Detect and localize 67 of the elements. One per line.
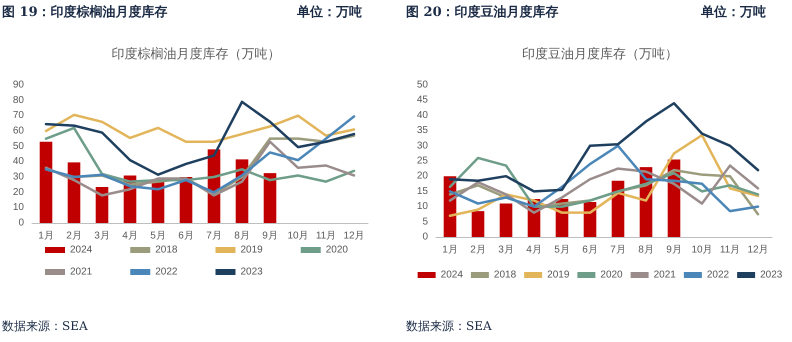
source-note: 数据来源：SEA: [406, 318, 492, 335]
text: 单位：万吨: [297, 4, 362, 21]
x-tick-label: 4月: [526, 244, 542, 256]
y-tick-label: 20: [416, 170, 428, 182]
legend-label: 2020: [326, 244, 348, 256]
y-tick-label: 40: [12, 156, 24, 168]
y-tick-label: 20: [12, 186, 24, 198]
y-tick-label: 25: [416, 156, 428, 166]
x-tick-label: 5月: [150, 230, 166, 242]
legend-label: 2024: [440, 270, 464, 280]
y-tick-label: 35: [416, 125, 428, 136]
x-tick-label: 3月: [498, 244, 514, 256]
x-tick-label: 12月: [747, 244, 769, 256]
y-tick-label: 30: [12, 172, 24, 182]
chart-subtitle: 图 20：印度豆油月度库存: [406, 4, 559, 21]
legend-label: 2019: [240, 244, 264, 256]
text: 单位：万吨: [701, 4, 766, 21]
x-tick-label: 3月: [94, 230, 110, 242]
source-note: 数据来源：SEA: [2, 318, 88, 335]
x-tick-label: 6月: [582, 244, 598, 256]
legend-label: 2019: [547, 270, 570, 280]
x-tick-label: 10月: [287, 230, 309, 242]
y-tick-label: 15: [416, 186, 428, 197]
y-tick-label: 70: [12, 110, 24, 122]
chart-subtitle: 图 19：印度棕榈油月度库存: [2, 4, 168, 21]
x-tick-label: 8月: [234, 230, 250, 242]
x-tick-label: 10月: [691, 244, 713, 256]
chart-title: 印度棕榈油月度库存（万吨）: [112, 46, 280, 61]
x-tick-label: 4月: [122, 230, 138, 242]
x-tick-label: 11月: [720, 244, 740, 256]
y-tick-label: 40: [416, 110, 428, 121]
chart-title: 印度豆油月度库存（万吨）: [522, 46, 678, 61]
y-tick-label: 50: [12, 140, 24, 152]
x-tick-label: 6月: [178, 230, 194, 242]
x-tick-label: 12月: [343, 230, 365, 242]
legend-label: 2023: [240, 266, 264, 278]
x-tick-label: 8月: [638, 244, 654, 256]
x-tick-label: 11月: [316, 230, 336, 242]
legend-label: 2021: [654, 270, 676, 280]
y-tick-label: 0: [18, 218, 24, 228]
x-tick-label: 2月: [66, 230, 82, 242]
legend-label: 2018: [494, 270, 517, 280]
legend-label: 2024: [70, 244, 93, 256]
x-tick-label: 1月: [38, 230, 54, 242]
y-tick-label: 0: [422, 232, 428, 242]
y-tick-label: 30: [416, 140, 428, 152]
x-tick-label: 7月: [610, 244, 626, 256]
y-tick-label: 80: [12, 94, 24, 106]
legend-label: 2022: [155, 266, 178, 278]
y-tick-label: 10: [12, 202, 24, 214]
y-tick-label: 90: [12, 80, 24, 90]
x-tick-label: 9月: [262, 230, 278, 242]
legend-label: 2020: [600, 270, 624, 280]
x-tick-label: 1月: [442, 244, 458, 256]
x-tick-label: 7月: [206, 230, 222, 242]
y-tick-label: 60: [12, 126, 24, 136]
x-tick-label: 5月: [554, 244, 570, 256]
legend-label: 2022: [706, 270, 730, 280]
legend-label: 2021: [70, 266, 93, 278]
y-tick-label: 50: [416, 80, 428, 90]
x-tick-label: 2月: [470, 244, 486, 256]
legend-label: 2018: [155, 244, 178, 256]
x-tick-label: 9月: [666, 244, 682, 256]
y-tick-label: 45: [416, 94, 428, 106]
y-tick-label: 10: [416, 201, 428, 212]
legend-label: 2023: [760, 270, 783, 280]
y-tick-label: 5: [422, 216, 428, 228]
